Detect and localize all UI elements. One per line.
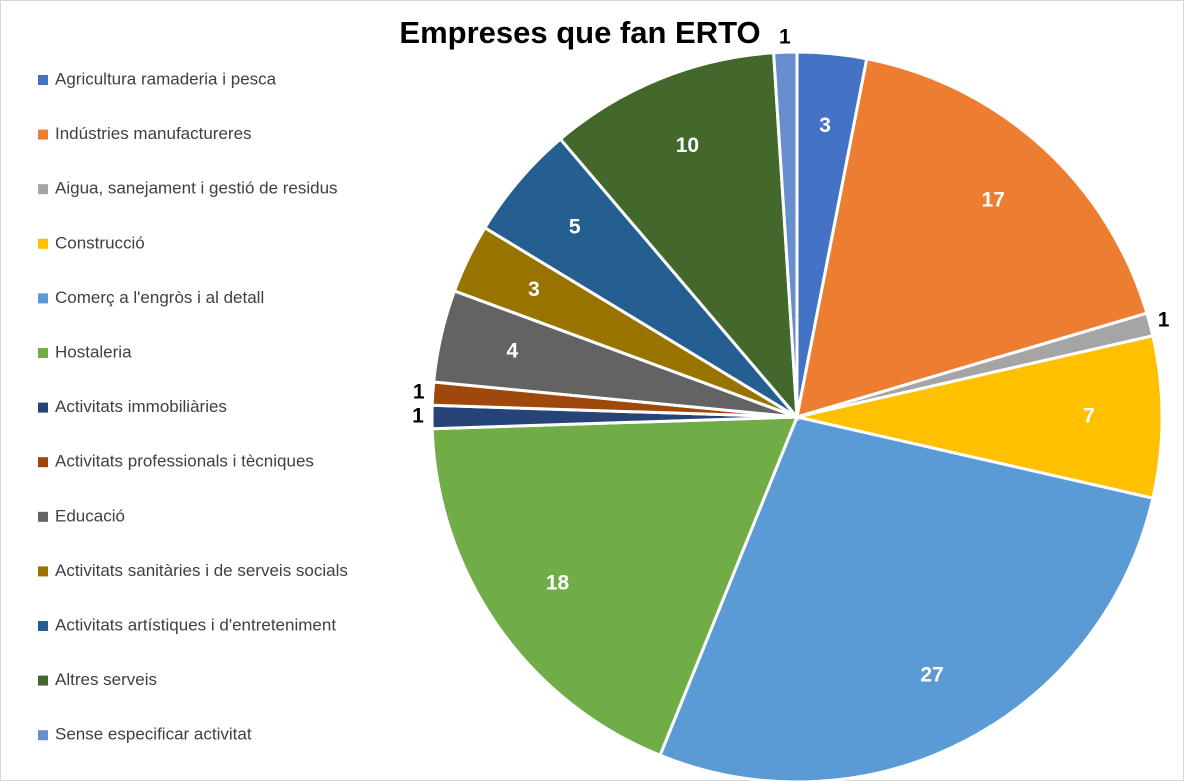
data-label: 1 (779, 26, 791, 49)
data-label: 1 (413, 380, 425, 403)
legend-swatch (38, 402, 48, 413)
legend-label: Educació (55, 506, 125, 525)
pie-slice (658, 415, 1155, 781)
legend-swatch (38, 621, 48, 631)
legend-swatch (38, 293, 48, 304)
legend-swatch (38, 238, 48, 249)
pie-slice (430, 415, 800, 758)
pie-slice (558, 51, 799, 422)
legend-swatch (38, 675, 48, 686)
data-label: 4 (506, 340, 518, 363)
data-label: 17 (982, 188, 1005, 211)
legend-swatch (38, 511, 48, 522)
data-label: 3 (528, 278, 540, 301)
legend-swatch (38, 184, 48, 195)
legend-label: Aigua, sanejament i gestió de residus (55, 179, 338, 198)
data-label: 10 (676, 134, 699, 157)
data-label: 7 (1083, 405, 1095, 428)
data-label: 27 (920, 663, 943, 686)
legend-label: Activitats immobiliàries (55, 397, 227, 416)
legend-label: Comerç a l'engròs i al detall (55, 288, 264, 307)
data-label: 18 (546, 572, 570, 595)
data-label: 1 (1158, 308, 1170, 331)
pie-slice (796, 333, 1164, 501)
legend-label: Sense especificar activitat (55, 725, 252, 744)
legend-label: Indústries manufactureres (55, 124, 252, 143)
legend-label: Activitats artístiques i d'entreteniment (55, 615, 336, 634)
legend-swatch (38, 75, 48, 85)
pie-slice (772, 50, 799, 418)
chart-title: Empreses que fan ERTO (399, 15, 760, 50)
legend-label: Activitats sanitàries i de serveis socia… (55, 561, 348, 580)
legend-label: Hostaleria (55, 342, 132, 361)
legend-swatch (38, 348, 48, 358)
data-label: 3 (819, 114, 831, 137)
legend-swatch (38, 730, 48, 741)
legend-swatch (38, 566, 48, 577)
legend-label: Activitats professionals i tècniques (55, 452, 314, 471)
legend-label: Agricultura ramaderia i pesca (55, 69, 277, 88)
legend-swatch (38, 129, 48, 140)
legend-label: Altres serveis (55, 670, 157, 689)
legend-label: Construcció (55, 233, 145, 252)
data-label: 1 (412, 405, 424, 428)
pie-slice (795, 56, 1149, 420)
data-label: 5 (569, 215, 581, 238)
legend-swatch (38, 457, 48, 468)
